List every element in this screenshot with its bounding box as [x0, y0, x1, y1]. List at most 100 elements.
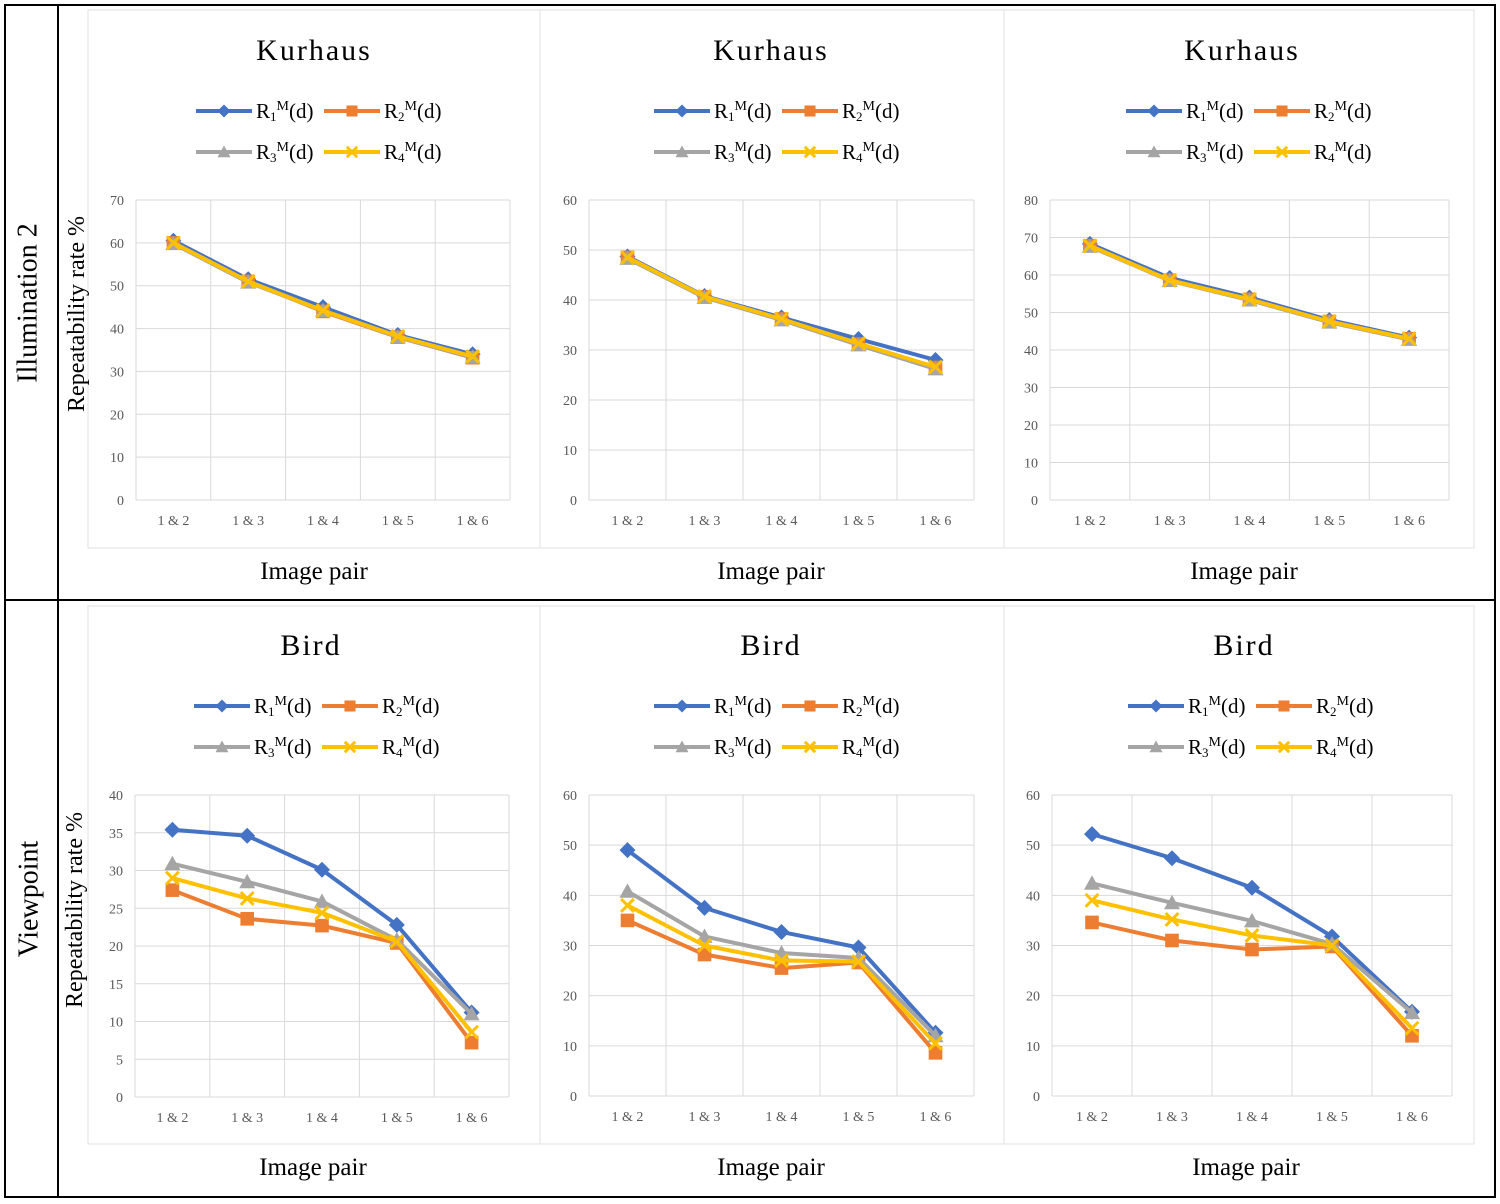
y-tick-label: 70: [1024, 232, 1038, 247]
chart-title: Kurhaus: [713, 34, 829, 67]
chart-panel-3: Kurhaus R1M(d) R2M(d) R3M(d) R4M(d) 0 10 20 30 40…: [1003, 9, 1475, 585]
data-point-s2-2: [1165, 933, 1179, 948]
y-tick-label: 30: [1026, 940, 1040, 955]
legend-marker-1: [215, 699, 229, 713]
y-tick-label: 0: [117, 494, 124, 509]
y-tick-label: 10: [109, 1016, 123, 1031]
y-tick-label: 10: [1024, 457, 1038, 472]
legend-marker-3: [675, 145, 689, 158]
x-tick-label: 1 & 3: [1154, 514, 1186, 529]
y-tick-label: 15: [109, 978, 123, 993]
legend-marker-4: [1277, 740, 1291, 754]
data-point-s2-1: [1085, 915, 1099, 930]
data-point-s4-2: [697, 938, 712, 953]
chart-title: Bird: [280, 629, 341, 662]
x-tick-label: 1 & 5: [843, 514, 875, 529]
legend-marker-4: [803, 740, 817, 754]
bottom-border: [4, 1196, 1496, 1198]
legend-label-4: R4M(d): [842, 140, 899, 165]
legend-marker-3: [1149, 740, 1163, 753]
legend-label-3: R3M(d): [256, 140, 313, 165]
legend-label-4: R4M(d): [384, 140, 441, 165]
y-tick-label: 60: [563, 789, 577, 804]
data-point-s4-2: [1164, 911, 1180, 927]
chart-area: [539, 605, 1005, 1145]
x-axis-label: Image pair: [259, 1154, 367, 1181]
y-tick-label: 30: [563, 344, 577, 359]
x-tick-label: 1 & 3: [689, 1110, 721, 1125]
data-point-s3-1: [164, 855, 181, 871]
x-tick-label: 1 & 5: [382, 514, 414, 529]
data-point-s4-2: [1162, 272, 1178, 288]
y-axis-label: Repeatability rate %: [62, 812, 88, 1008]
y-tick-label: 70: [110, 194, 124, 209]
top-border: [4, 4, 1496, 6]
legend-label-3: R3M(d): [714, 735, 771, 760]
legend-label-1: R1M(d): [714, 694, 771, 719]
chart-area: [1003, 9, 1475, 549]
y-tick-label: 0: [116, 1091, 123, 1106]
legend-marker-2: [804, 700, 816, 712]
data-point-s4-5: [1401, 331, 1417, 347]
y-tick-label: 20: [563, 990, 577, 1005]
legend-marker-2: [344, 700, 356, 712]
x-tick-label: 1 & 2: [612, 1110, 644, 1125]
legend-label-1: R1M(d): [1186, 99, 1243, 124]
legend-label-2: R2M(d): [1314, 99, 1371, 124]
y-tick-label: 60: [110, 237, 124, 252]
x-tick-label: 1 & 4: [766, 514, 798, 529]
x-tick-label: 1 & 2: [157, 514, 189, 529]
y-tick-label: 0: [570, 494, 577, 509]
x-tick-label: 1 & 2: [1074, 514, 1106, 529]
data-point-s4-5: [464, 1024, 480, 1040]
chart-panel-2: Kurhaus R1M(d) R2M(d) R3M(d) R4M(d) 0 10 20 30 40…: [539, 9, 1005, 585]
y-tick-label: 50: [110, 280, 124, 295]
y-tick-label: 20: [110, 408, 124, 423]
data-point-s1-3: [314, 861, 330, 878]
y-tick-label: 0: [1033, 1090, 1040, 1105]
y-tick-label: 50: [1024, 307, 1038, 322]
x-tick-label: 1 & 6: [457, 514, 489, 529]
x-tick-label: 1 & 3: [232, 514, 264, 529]
legend-label-4: R4M(d): [382, 735, 439, 760]
x-axis-label: Image pair: [717, 1154, 825, 1181]
data-point-s3-4: [388, 931, 405, 947]
x-tick-label: 1 & 3: [1156, 1110, 1188, 1125]
y-tick-label: 40: [110, 323, 124, 338]
data-point-s4-3: [1242, 291, 1257, 307]
data-point-s1-2: [239, 827, 256, 844]
chart-panel-4: Bird R1M(d) R2M(d) R3M(d) R4M(d) 0 5 10 15 20 25 30…: [62, 605, 541, 1181]
x-tick-label: 1 & 5: [1313, 514, 1345, 529]
chart-title: Kurhaus: [1184, 34, 1300, 67]
data-point-s4-3: [774, 311, 789, 327]
x-tick-label: 1 & 5: [1316, 1110, 1348, 1125]
chart-title: Bird: [740, 629, 801, 662]
data-point-s1-2: [1164, 850, 1180, 867]
y-tick-label: 10: [110, 451, 124, 466]
legend-label-4: R4M(d): [1316, 735, 1373, 760]
chart-area: [1003, 605, 1475, 1145]
data-point-s2-5: [928, 1046, 943, 1060]
x-tick-label: 1 & 4: [1236, 1110, 1268, 1125]
data-point-s4-4: [1324, 938, 1340, 953]
data-point-s1-1: [619, 842, 636, 859]
y-tick-label: 30: [1024, 382, 1038, 397]
legend-label-4: R4M(d): [1314, 140, 1371, 165]
x-tick-label: 1 & 4: [1234, 514, 1266, 529]
legend-marker-3: [1147, 145, 1161, 158]
legend-label-2: R2M(d): [1316, 694, 1373, 719]
data-point-s3-5: [463, 1005, 480, 1021]
legend-marker-3: [215, 740, 229, 753]
y-tick-label: 40: [1026, 889, 1040, 904]
x-axis-label: Image pair: [717, 558, 825, 585]
x-axis-label: Image pair: [1192, 1154, 1300, 1181]
y-tick-label: 80: [1024, 194, 1038, 209]
data-point-s3-2: [696, 928, 713, 943]
chart-title: Bird: [1213, 629, 1274, 662]
data-point-s1-3: [1244, 879, 1260, 896]
y-tick-label: 60: [1026, 789, 1040, 804]
y-tick-label: 5: [116, 1053, 123, 1068]
x-tick-label: 1 & 2: [612, 514, 644, 529]
label-column-divider: [57, 4, 59, 1198]
data-point-s2-1: [620, 913, 635, 928]
